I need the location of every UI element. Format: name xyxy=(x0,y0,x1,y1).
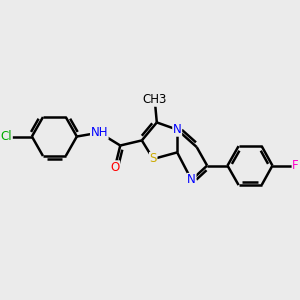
Text: N: N xyxy=(187,173,196,187)
Text: S: S xyxy=(149,152,157,166)
Text: CH3: CH3 xyxy=(142,93,167,106)
Text: F: F xyxy=(292,159,299,172)
Text: O: O xyxy=(110,161,119,174)
Text: NH: NH xyxy=(91,126,108,139)
Text: N: N xyxy=(173,123,182,136)
Text: Cl: Cl xyxy=(1,130,12,143)
